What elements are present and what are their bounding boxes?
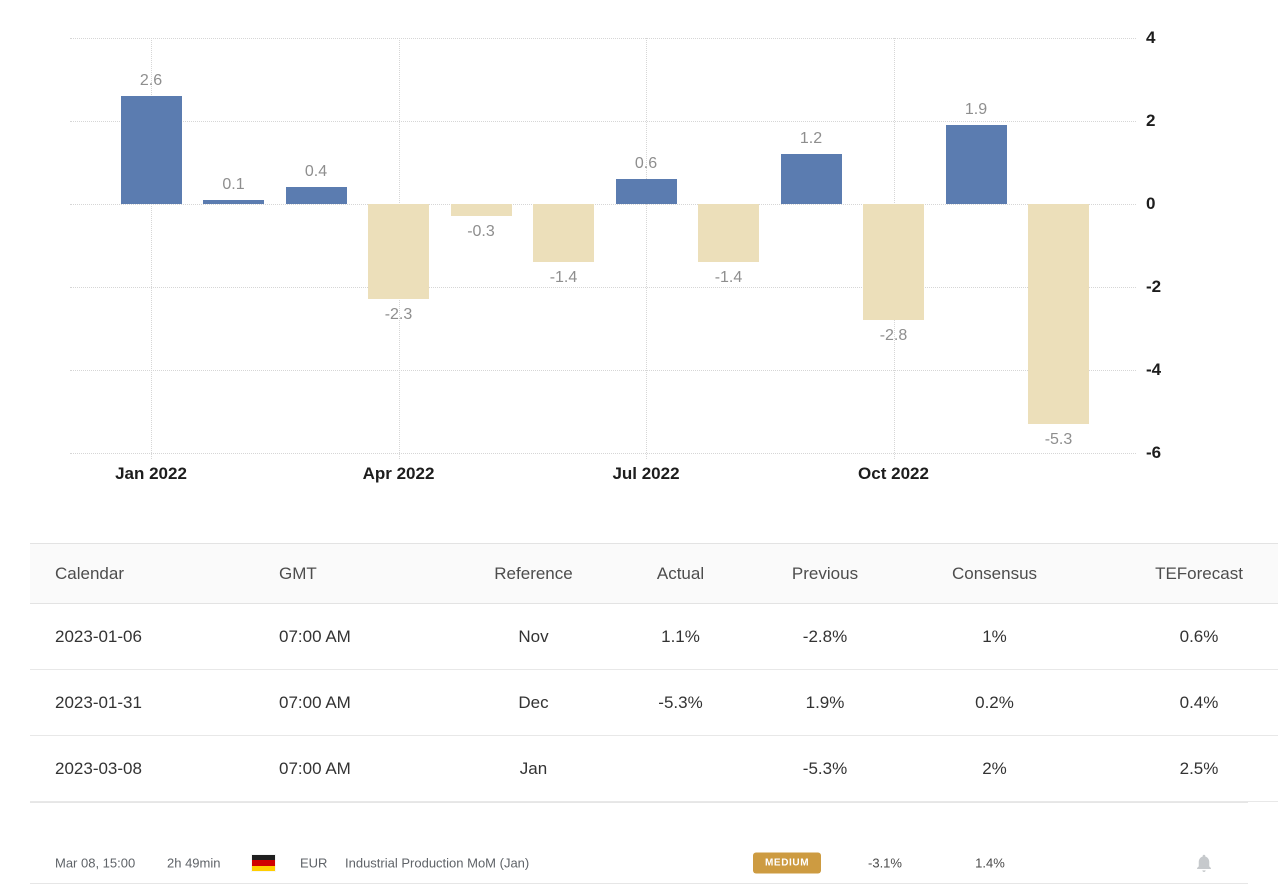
cell-actual: [612, 735, 749, 802]
cell-gmt: 07:00 AM: [254, 603, 455, 670]
bar-value-label: 1.2: [799, 130, 823, 148]
calendar-table: Calendar GMT Reference Actual Previous Consen…: [30, 543, 1278, 802]
gridline-horizontal: [70, 370, 1136, 371]
x-axis-label: Apr 2022: [362, 464, 435, 483]
y-axis-tick: 4: [1146, 28, 1156, 47]
table-row[interactable]: 2023-01-06 07:00 AM Nov 1.1% -2.8% 1% 0.6%: [30, 603, 1278, 670]
cell-calendar: 2023-01-31: [30, 669, 254, 736]
column-header-calendar: Calendar: [30, 543, 254, 604]
cell-teforecast: 0.6%: [1088, 603, 1278, 670]
bar-apr-2022[interactable]: [368, 204, 429, 300]
cell-previous: -5.3%: [749, 735, 901, 802]
importance-badge: MEDIUM: [753, 852, 822, 874]
column-header-reference: Reference: [455, 543, 612, 604]
bar-value-label: 0.1: [222, 175, 245, 193]
bar-nov-2022[interactable]: [945, 125, 1007, 204]
bar-value-label: -0.3: [467, 223, 495, 241]
bar-may-2022[interactable]: [450, 204, 512, 217]
bar-value-label: 0.6: [634, 155, 658, 173]
calendar-table-header: Calendar GMT Reference Actual Previous Consen…: [30, 543, 1278, 604]
bar-value-label: -2.3: [384, 306, 413, 324]
bar-mar-2022[interactable]: [285, 187, 347, 204]
bar-value-label: -2.8: [879, 327, 908, 345]
gridline-vertical: [646, 38, 647, 459]
gridline-vertical: [151, 38, 152, 459]
y-axis-tick: 0: [1146, 194, 1156, 213]
bar-jan-2022[interactable]: [120, 96, 182, 204]
gridline-horizontal: [70, 121, 1136, 122]
x-axis-label: Jan 2022: [115, 464, 187, 483]
bar-value-label: -1.4: [714, 269, 743, 287]
cell-reference: Dec: [455, 669, 612, 736]
event-datetime: Mar 08, 15:00: [55, 855, 136, 871]
gridline-horizontal: [70, 287, 1136, 288]
cell-gmt: 07:00 AM: [254, 735, 455, 802]
cell-previous: 1.9%: [749, 669, 901, 736]
x-axis-label: Oct 2022: [858, 464, 929, 483]
bell-icon: [1197, 854, 1211, 872]
bar-jun-2022[interactable]: [533, 204, 594, 263]
x-axis-label: Jul 2022: [612, 464, 680, 483]
bar-value-label: 1.9: [964, 101, 988, 119]
cell-consensus: 1%: [901, 603, 1088, 670]
bar-value-label: -5.3: [1044, 430, 1073, 448]
cell-consensus: 2%: [901, 735, 1088, 802]
column-header-actual: Actual: [612, 543, 749, 604]
gridline-horizontal: [70, 453, 1136, 454]
cell-previous: -2.8%: [749, 603, 901, 670]
cell-calendar: 2023-03-08: [30, 735, 254, 802]
calendar-event-row[interactable]: Mar 08, 15:00 2h 49min EUR Industrial Pr…: [30, 802, 1248, 884]
germany-flag-icon: [252, 855, 275, 871]
y-axis-tick: 2: [1146, 111, 1156, 130]
event-countdown: 2h 49min: [167, 855, 221, 871]
cell-teforecast: 2.5%: [1088, 735, 1278, 802]
event-currency: EUR: [300, 855, 328, 871]
event-title[interactable]: Industrial Production MoM (Jan): [345, 855, 530, 871]
cell-consensus: 0.2%: [901, 669, 1088, 736]
cell-gmt: 07:00 AM: [254, 669, 455, 736]
bar-value-label: 2.6: [139, 72, 163, 90]
bar-value-label: 0.4: [304, 163, 328, 181]
cell-calendar: 2023-01-06: [30, 603, 254, 670]
cell-reference: Jan: [455, 735, 612, 802]
cell-actual: 1.1%: [612, 603, 749, 670]
cell-teforecast: 0.4%: [1088, 669, 1278, 736]
cell-reference: Nov: [455, 603, 612, 670]
bar-sep-2022[interactable]: [780, 154, 842, 204]
bar-dec-2022[interactable]: [1028, 204, 1089, 424]
event-value-2: 1.4%: [975, 855, 1005, 871]
bar-value-label: -1.4: [549, 269, 578, 287]
bar-aug-2022[interactable]: [698, 204, 759, 263]
y-axis-tick: -6: [1146, 443, 1162, 462]
column-header-consensus: Consensus: [901, 543, 1088, 604]
table-row[interactable]: 2023-03-08 07:00 AM Jan -5.3% 2% 2.5%: [30, 735, 1278, 802]
notification-bell-button[interactable]: [1195, 853, 1213, 873]
y-axis-tick: -2: [1146, 277, 1162, 296]
table-row[interactable]: 2023-01-31 07:00 AM Dec -5.3% 1.9% 0.2% 0.4%: [30, 669, 1278, 736]
column-header-previous: Previous: [749, 543, 901, 604]
bar-oct-2022[interactable]: [863, 204, 924, 321]
industrial-production-chart: 4 2 0 -2 -4 -6 Jan 2022 Apr 2022 Jul 2022 Oct 202…: [70, 28, 1162, 483]
gridline-horizontal: [70, 204, 1136, 205]
y-axis-tick: -4: [1146, 360, 1162, 379]
bar-feb-2022[interactable]: [203, 199, 264, 204]
cell-actual: -5.3%: [612, 669, 749, 736]
bar-jul-2022[interactable]: [615, 179, 677, 204]
event-value-1: -3.1%: [868, 855, 902, 871]
column-header-gmt: GMT: [254, 543, 455, 604]
gridline-horizontal: [70, 38, 1136, 39]
column-header-teforecast: TEForecast: [1088, 543, 1278, 604]
